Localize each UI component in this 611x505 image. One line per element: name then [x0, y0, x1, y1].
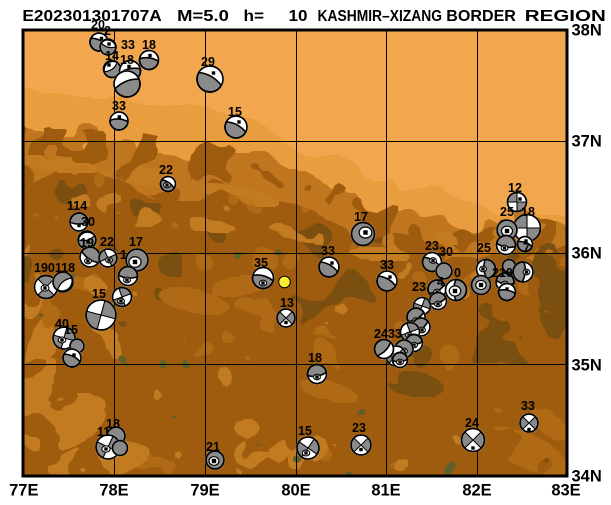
svg-text:33: 33: [321, 244, 335, 258]
svg-text:33: 33: [521, 399, 535, 413]
svg-text:40: 40: [55, 317, 69, 331]
svg-text:14: 14: [105, 49, 119, 63]
svg-text:82E: 82E: [462, 482, 491, 500]
svg-text:15: 15: [64, 323, 78, 337]
svg-text:37N: 37N: [572, 133, 602, 151]
svg-text:23: 23: [352, 421, 366, 435]
svg-text:24: 24: [465, 416, 479, 430]
svg-text:25: 25: [500, 205, 514, 219]
svg-text:15: 15: [298, 424, 312, 438]
svg-text:35: 35: [254, 256, 268, 270]
svg-text:210: 210: [492, 266, 513, 280]
svg-text:1: 1: [120, 248, 127, 262]
svg-text:13: 13: [280, 296, 294, 310]
svg-text:2: 2: [104, 24, 111, 38]
svg-text:11: 11: [97, 425, 110, 439]
svg-text:15: 15: [92, 287, 106, 301]
svg-text:23: 23: [412, 280, 426, 294]
svg-text:80E: 80E: [281, 482, 310, 500]
svg-text:7: 7: [523, 241, 530, 255]
svg-text:18: 18: [106, 417, 120, 431]
svg-text:34N: 34N: [572, 468, 602, 486]
svg-text:4: 4: [437, 275, 444, 289]
svg-text:22: 22: [159, 163, 173, 177]
svg-text:190118: 190118: [34, 261, 75, 275]
svg-text:23: 23: [425, 239, 439, 253]
svg-text:35N: 35N: [572, 357, 602, 375]
svg-text:17: 17: [129, 235, 143, 249]
svg-text:79E: 79E: [190, 482, 219, 500]
svg-text:29: 29: [201, 55, 215, 69]
svg-text:18: 18: [120, 53, 134, 67]
svg-text:2433: 2433: [374, 327, 402, 341]
svg-text:30: 30: [439, 245, 453, 259]
svg-text:78E: 78E: [99, 482, 128, 500]
svg-text:h=: h=: [244, 8, 265, 25]
svg-text:38N: 38N: [572, 22, 602, 40]
svg-text:36N: 36N: [572, 245, 602, 263]
svg-text:18: 18: [308, 351, 322, 365]
svg-text:33: 33: [380, 258, 394, 272]
svg-text:KASHMIR–XIZANG: KASHMIR–XIZANG: [318, 8, 443, 25]
svg-text:10: 10: [289, 8, 308, 25]
svg-text:25: 25: [477, 241, 491, 255]
svg-text:33: 33: [112, 99, 126, 113]
svg-text:M=5.0: M=5.0: [177, 8, 229, 25]
svg-text:15: 15: [228, 105, 242, 119]
svg-text:REGION: REGION: [525, 8, 606, 25]
svg-text:BORDER: BORDER: [446, 8, 516, 25]
svg-text:12: 12: [508, 181, 522, 195]
svg-text:17: 17: [354, 210, 368, 224]
svg-text:83E: 83E: [551, 482, 580, 500]
svg-text:20: 20: [91, 18, 105, 32]
svg-text:33: 33: [121, 38, 135, 52]
svg-text:18: 18: [521, 205, 535, 219]
svg-text:E202301301707A: E202301301707A: [22, 8, 161, 25]
svg-text:114: 114: [67, 199, 87, 213]
svg-text:22: 22: [100, 235, 114, 249]
svg-text:21: 21: [206, 440, 220, 454]
svg-text:77E: 77E: [9, 482, 38, 500]
svg-text:19: 19: [80, 236, 94, 250]
svg-text:18: 18: [142, 38, 156, 52]
svg-text:0: 0: [454, 266, 461, 280]
svg-text:81E: 81E: [371, 482, 400, 500]
svg-text:30: 30: [81, 215, 95, 229]
